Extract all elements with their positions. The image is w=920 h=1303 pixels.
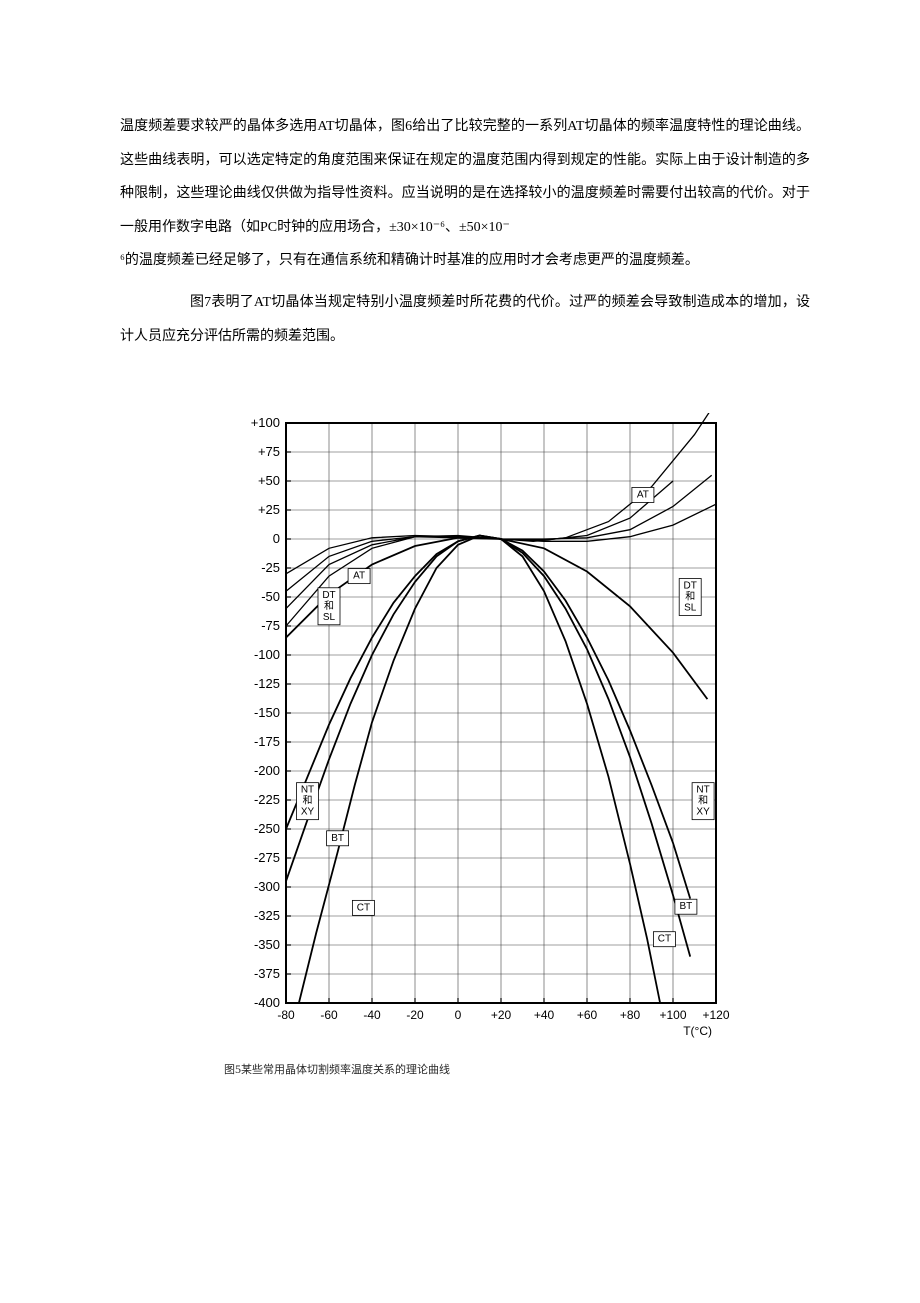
curve-label-DTSL_left: 和 [324, 600, 334, 612]
x-tick-label: +100 [659, 1008, 686, 1022]
y-tick-label: -25 [261, 560, 280, 575]
curve-label-BT_left: BT [331, 833, 344, 844]
curve-label-DTSL_left: SL [323, 612, 336, 623]
x-tick-label: -80 [277, 1008, 295, 1022]
y-tick-label: +100 [251, 415, 280, 430]
y-tick-label: -375 [254, 966, 280, 981]
y-tick-label: -300 [254, 879, 280, 894]
curve-label-NTXY_left: XY [301, 807, 315, 818]
curve-label-DTSL_left: DT [322, 590, 335, 601]
y-tick-label: -350 [254, 937, 280, 952]
curve-label-AT_right: AT [637, 490, 649, 501]
y-tick-label: -400 [254, 995, 280, 1010]
curve-CT [299, 536, 660, 1004]
y-tick-label: -200 [254, 763, 280, 778]
x-tick-label: +20 [491, 1008, 512, 1022]
y-tick-label: -175 [254, 734, 280, 749]
y-tick-label: +25 [258, 502, 280, 517]
x-tick-label: +80 [620, 1008, 641, 1022]
curve-label-AT_left: AT [353, 571, 365, 582]
y-tick-label: -100 [254, 647, 280, 662]
x-tick-label: -40 [363, 1008, 381, 1022]
caption-text: 某些常用晶体切割频率温度关系的理论曲线 [241, 1064, 450, 1076]
curve-label-CT_left: CT [357, 903, 370, 914]
x-tick-label: +120 [702, 1008, 729, 1022]
curve-label-BT_right: BT [680, 901, 693, 912]
y-tick-label: 0 [273, 531, 280, 546]
figure-5: +100 +75 +50 +25 0 -25 -50 -75 -100 -125 -150 -175 -… [220, 413, 760, 1077]
paragraph-3: 图7表明了AT切晶体当规定特别小温度频差时所花费的代价。过严的频差会导致制造成本… [120, 286, 810, 353]
curve-label-NTXY_right: NT [696, 785, 709, 796]
y-tick-label: -75 [261, 618, 280, 633]
x-axis-label: T(°C) [683, 1024, 712, 1038]
x-tick-label: +40 [534, 1008, 555, 1022]
y-tick-label: +75 [258, 444, 280, 459]
y-tick-label: -50 [261, 589, 280, 604]
y-tick-label: -225 [254, 792, 280, 807]
curve-label-DTSL_right: 和 [685, 591, 695, 603]
y-tick-label: -275 [254, 850, 280, 865]
curve-label-NTXY_right: 和 [698, 795, 708, 807]
x-tick-label: -60 [320, 1008, 338, 1022]
curve-label-DTSL_right: SL [684, 603, 697, 614]
y-tick-label: -250 [254, 821, 280, 836]
curve-label-NTXY_right: XY [696, 807, 710, 818]
paragraph-1: 温度频差要求较严的晶体多选用AT切晶体，图6给出了比较完整的一系列AT切晶体的频… [120, 110, 810, 244]
curve-label-CT_right: CT [658, 934, 671, 945]
y-tick-label: -325 [254, 908, 280, 923]
caption-prefix: 图 [224, 1064, 235, 1076]
paragraph-2: ⁶的温度频差已经足够了，只有在通信系统和精确计时基准的应用时才会考虑更严的温度频… [120, 244, 810, 278]
curve-label-NTXY_left: NT [301, 785, 314, 796]
curve-BT [286, 536, 690, 957]
x-tick-label: +60 [577, 1008, 598, 1022]
y-tick-label: -150 [254, 705, 280, 720]
curve-label-DTSL_right: DT [684, 581, 697, 592]
curve-DT_SL [286, 538, 707, 699]
curve-label-NTXY_left: 和 [303, 795, 313, 807]
figure-caption: 图5某些常用晶体切割频率温度关系的理论曲线 [224, 1061, 760, 1077]
x-tick-label: -20 [406, 1008, 424, 1022]
x-tick-label: 0 [455, 1008, 462, 1022]
y-tick-label: +50 [258, 473, 280, 488]
chart-svg: +100 +75 +50 +25 0 -25 -50 -75 -100 -125 -150 -175 -… [220, 413, 760, 1053]
y-tick-label: -125 [254, 676, 280, 691]
